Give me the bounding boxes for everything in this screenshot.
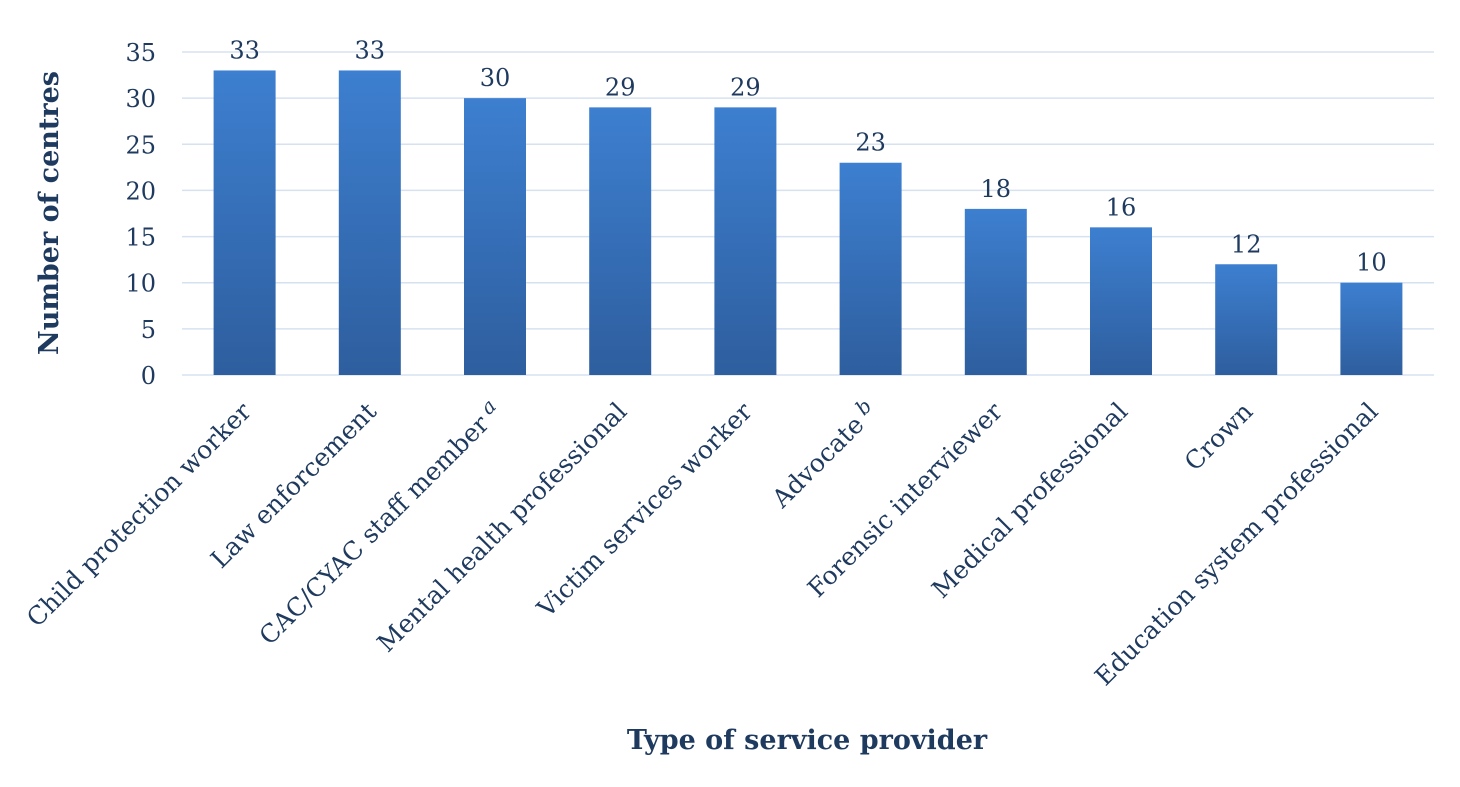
x-category-label: Child protection worker: [21, 397, 257, 633]
bar-value-label: 29: [730, 73, 761, 101]
bar: [464, 98, 526, 376]
data-labels: 33 33 30 29 29 23 18 16 12 10: [229, 36, 1386, 276]
x-category-label: Crown: [1179, 397, 1259, 477]
bar: [714, 107, 777, 375]
x-category-label: Education system professional: [1089, 397, 1383, 691]
y-tick-label: 10: [125, 270, 156, 298]
y-tick-label: 15: [125, 224, 156, 252]
bar-value-label: 23: [855, 129, 886, 157]
y-axis-title: Number of centres: [34, 71, 65, 355]
bar: [213, 70, 276, 375]
bar: [964, 208, 1027, 375]
y-tick-label: 0: [141, 362, 156, 390]
x-category-label: Victim services worker: [531, 397, 758, 624]
bar-value-label: 33: [355, 36, 386, 64]
bar: [1215, 264, 1278, 375]
bar-value-label: 16: [1106, 193, 1137, 221]
y-axis-ticks: 0 5 10 15 20 25 30 35: [125, 39, 156, 390]
bar-value-label: 18: [981, 175, 1012, 203]
bars: [213, 70, 1403, 376]
bar: [338, 70, 401, 375]
y-tick-label: 35: [125, 39, 156, 67]
bar-value-label: 12: [1231, 230, 1262, 258]
y-tick-label: 25: [125, 131, 156, 159]
y-tick-label: 20: [125, 177, 156, 205]
y-tick-label: 30: [125, 85, 156, 113]
bar: [1090, 227, 1152, 375]
x-axis-title: Type of service provider: [627, 725, 988, 756]
bar-value-label: 10: [1356, 249, 1387, 277]
bar: [839, 162, 902, 375]
bar-value-label: 29: [605, 73, 636, 101]
bar: [589, 107, 652, 375]
x-category-label: CAC/CYAC staff membera: [251, 394, 508, 651]
bar-value-label: 30: [480, 64, 511, 92]
y-tick-label: 5: [141, 316, 156, 344]
x-category-label: Mental health professional: [371, 397, 632, 658]
bar: [1340, 282, 1403, 375]
x-category-label: Advocateb: [763, 394, 883, 514]
bar-value-label: 33: [229, 36, 260, 64]
